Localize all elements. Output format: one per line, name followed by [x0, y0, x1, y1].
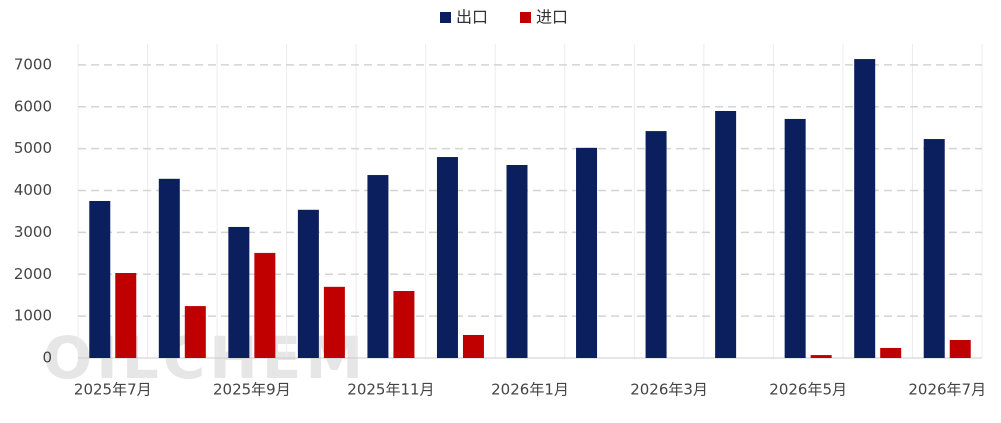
y-tick-label: 4000	[14, 181, 52, 199]
bar	[158, 178, 180, 358]
bar	[949, 339, 971, 358]
bar	[576, 147, 598, 358]
y-tick-label: 1000	[14, 307, 52, 325]
y-tick-label: 2000	[14, 265, 52, 283]
y-tick-label: 3000	[14, 223, 52, 241]
legend-swatch	[520, 12, 531, 23]
bar	[254, 252, 276, 358]
bar	[880, 347, 902, 358]
bar	[506, 164, 528, 358]
bar	[393, 291, 415, 358]
bar	[462, 334, 484, 358]
bar	[297, 209, 319, 358]
bar	[323, 286, 345, 358]
x-tick-label: 2025年9月	[213, 381, 291, 399]
legend: 出口 进口	[440, 8, 568, 27]
bar	[810, 355, 832, 358]
x-tick-label: 2025年7月	[74, 381, 152, 399]
x-tick-label: 2026年7月	[908, 381, 986, 399]
bar	[184, 306, 206, 358]
bar	[228, 226, 250, 358]
bar	[923, 139, 945, 358]
grid-layer	[77, 44, 983, 358]
y-tick-label: 6000	[14, 97, 52, 115]
legend-label: 出口	[456, 8, 488, 27]
x-tick-label: 2026年5月	[769, 381, 847, 399]
legend-swatch	[440, 12, 451, 23]
bar	[89, 201, 111, 358]
x-tick-label: 2025年11月	[347, 381, 434, 399]
bar	[784, 118, 806, 358]
bar	[367, 175, 389, 358]
bar	[715, 110, 737, 358]
y-tick-label: 0	[42, 349, 52, 367]
y-tick-label: 7000	[14, 55, 52, 73]
bar	[645, 131, 667, 358]
y-tick-label: 5000	[14, 139, 52, 157]
bar	[436, 157, 458, 358]
x-tick-label: 2026年1月	[491, 381, 569, 399]
bar	[854, 59, 876, 359]
x-tick-label: 2026年3月	[630, 381, 708, 399]
bar	[115, 273, 137, 358]
legend-label: 进口	[536, 8, 568, 27]
